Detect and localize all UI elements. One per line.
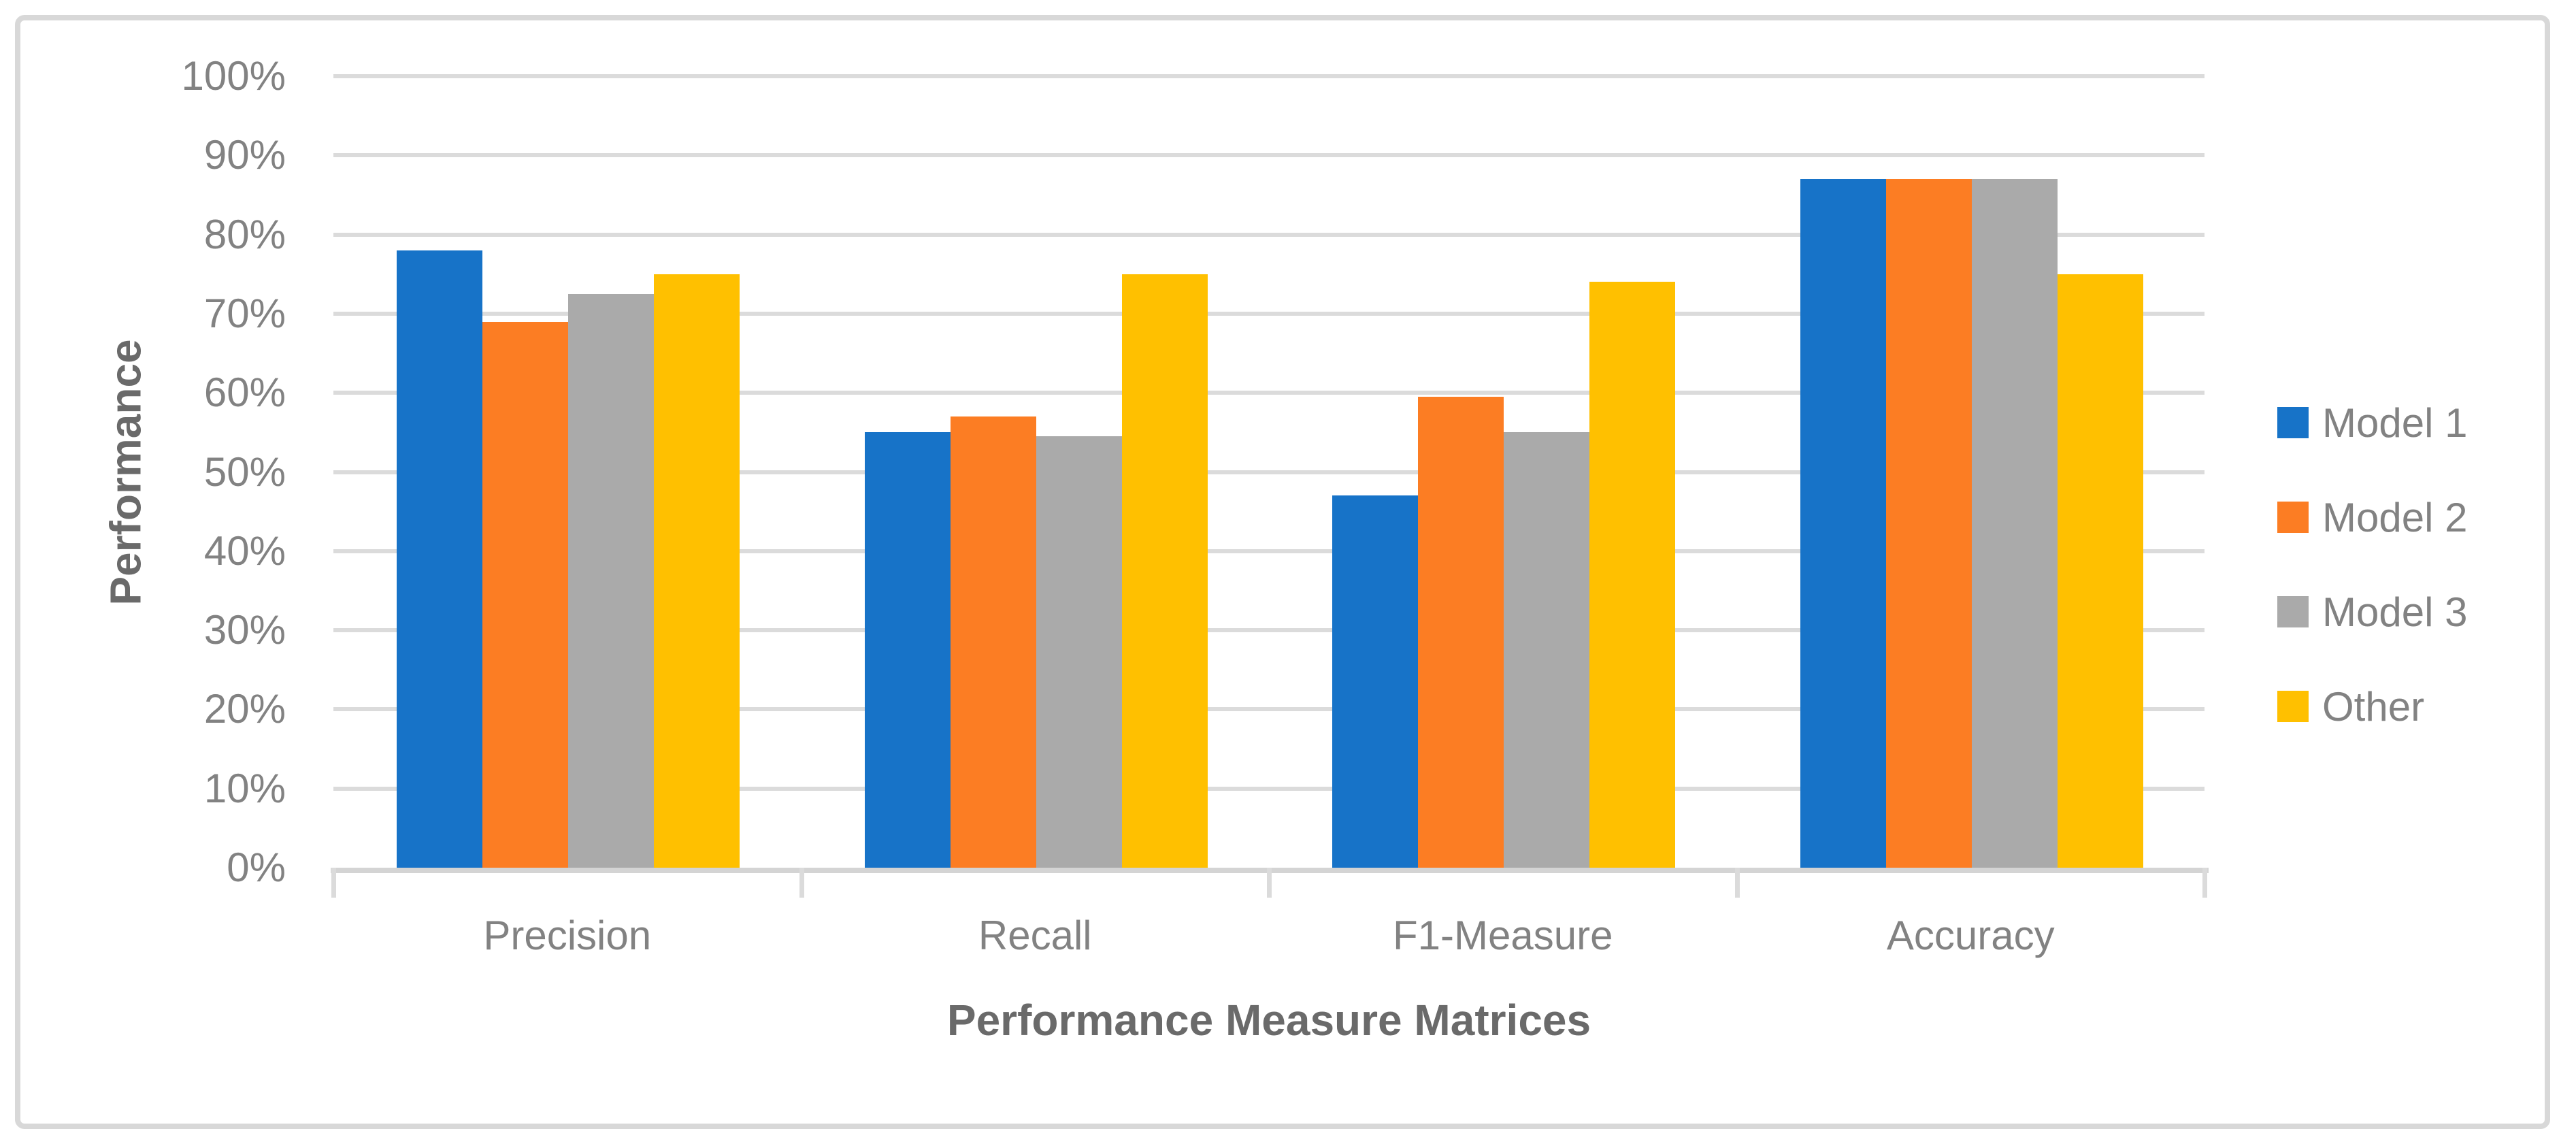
y-tick-label: 40% [203, 527, 286, 574]
x-category-label-recall: Recall [978, 913, 1092, 958]
y-tick-label: 90% [203, 132, 286, 178]
y-tick-label: 50% [203, 448, 286, 495]
category-group-recall [802, 76, 1270, 868]
bar-model-1-accuracy [1800, 179, 1886, 868]
bar-other-recall [1121, 274, 1208, 868]
plot-area [331, 74, 2209, 898]
category-group-accuracy [1737, 76, 2205, 868]
bar-model-2-accuracy [1885, 179, 1972, 868]
x-axis-tick [1267, 868, 1272, 898]
bar-model-3-accuracy [1971, 179, 2058, 868]
category-group-f1-measure [1269, 76, 1737, 868]
bar-other-precision [654, 274, 740, 868]
gridline [333, 549, 2205, 553]
legend-item-other: Other [2277, 682, 2467, 731]
legend: Model 1 Model 2 Model 3 Other [2277, 398, 2467, 731]
y-tick-label: 0% [227, 845, 286, 890]
x-axis-tick [1734, 868, 1740, 898]
x-axis-title: Performance Measure Matrices [946, 996, 1591, 1045]
legend-marker-other [2277, 691, 2309, 722]
legend-marker-model-2 [2277, 502, 2309, 533]
x-axis-tick [2202, 868, 2207, 898]
legend-item-model-2: Model 2 [2277, 493, 2467, 542]
y-tick-label: 20% [203, 686, 286, 732]
x-axis-tick [799, 868, 804, 898]
y-tick-label: 80% [203, 211, 286, 257]
gridline [333, 707, 2205, 712]
bar-groups [333, 76, 2205, 868]
y-tick-label: 10% [203, 765, 286, 811]
legend-item-model-1: Model 1 [2277, 398, 2467, 447]
gridline [333, 311, 2205, 316]
bar-model-1-precision [397, 250, 482, 868]
legend-marker-model-3 [2277, 596, 2309, 627]
legend-label: Model 2 [2322, 494, 2468, 540]
y-tick-label: 60% [203, 370, 286, 416]
bar-model-3-recall [1036, 436, 1122, 868]
category-group-precision [333, 76, 802, 868]
gridline [333, 232, 2205, 237]
gridline [333, 153, 2205, 158]
y-axis-tick-labels: 0% 10% 20% 30% 40% 50% 60% 70% 80% 90% 100% [0, 54, 286, 889]
y-tick-label: 70% [203, 290, 286, 336]
bar-model-2-f1-measure [1418, 397, 1504, 868]
gridline [333, 470, 2205, 474]
bar-model-3-f1-measure [1504, 432, 1589, 868]
gridline [333, 74, 2205, 78]
x-category-labels: Precision Recall F1-Measure Accuracy [333, 912, 2205, 959]
legend-item-model-3: Model 3 [2277, 587, 2467, 636]
gridline [333, 628, 2205, 633]
y-tick-label: 30% [203, 607, 286, 653]
x-category-label-precision: Precision [483, 913, 652, 958]
legend-label: Model 1 [2322, 399, 2468, 446]
bar-other-f1-measure [1589, 282, 1675, 868]
bar-model-1-recall [864, 432, 951, 868]
x-category-label-f1-measure: F1-Measure [1393, 913, 1613, 958]
legend-label: Other [2322, 683, 2425, 730]
bar-model-1-f1-measure [1332, 495, 1418, 868]
gridline [333, 786, 2205, 791]
bar-other-accuracy [2057, 274, 2143, 868]
gridline [333, 391, 2205, 395]
bar-model-2-precision [482, 321, 568, 868]
y-tick-label: 100% [181, 53, 286, 99]
bar-model-2-recall [950, 416, 1036, 868]
x-category-label-accuracy: Accuracy [1886, 913, 2055, 958]
bar-model-3-precision [568, 293, 654, 868]
legend-marker-model-1 [2277, 407, 2309, 438]
x-axis-tick [331, 868, 336, 898]
legend-label: Model 3 [2322, 589, 2468, 635]
